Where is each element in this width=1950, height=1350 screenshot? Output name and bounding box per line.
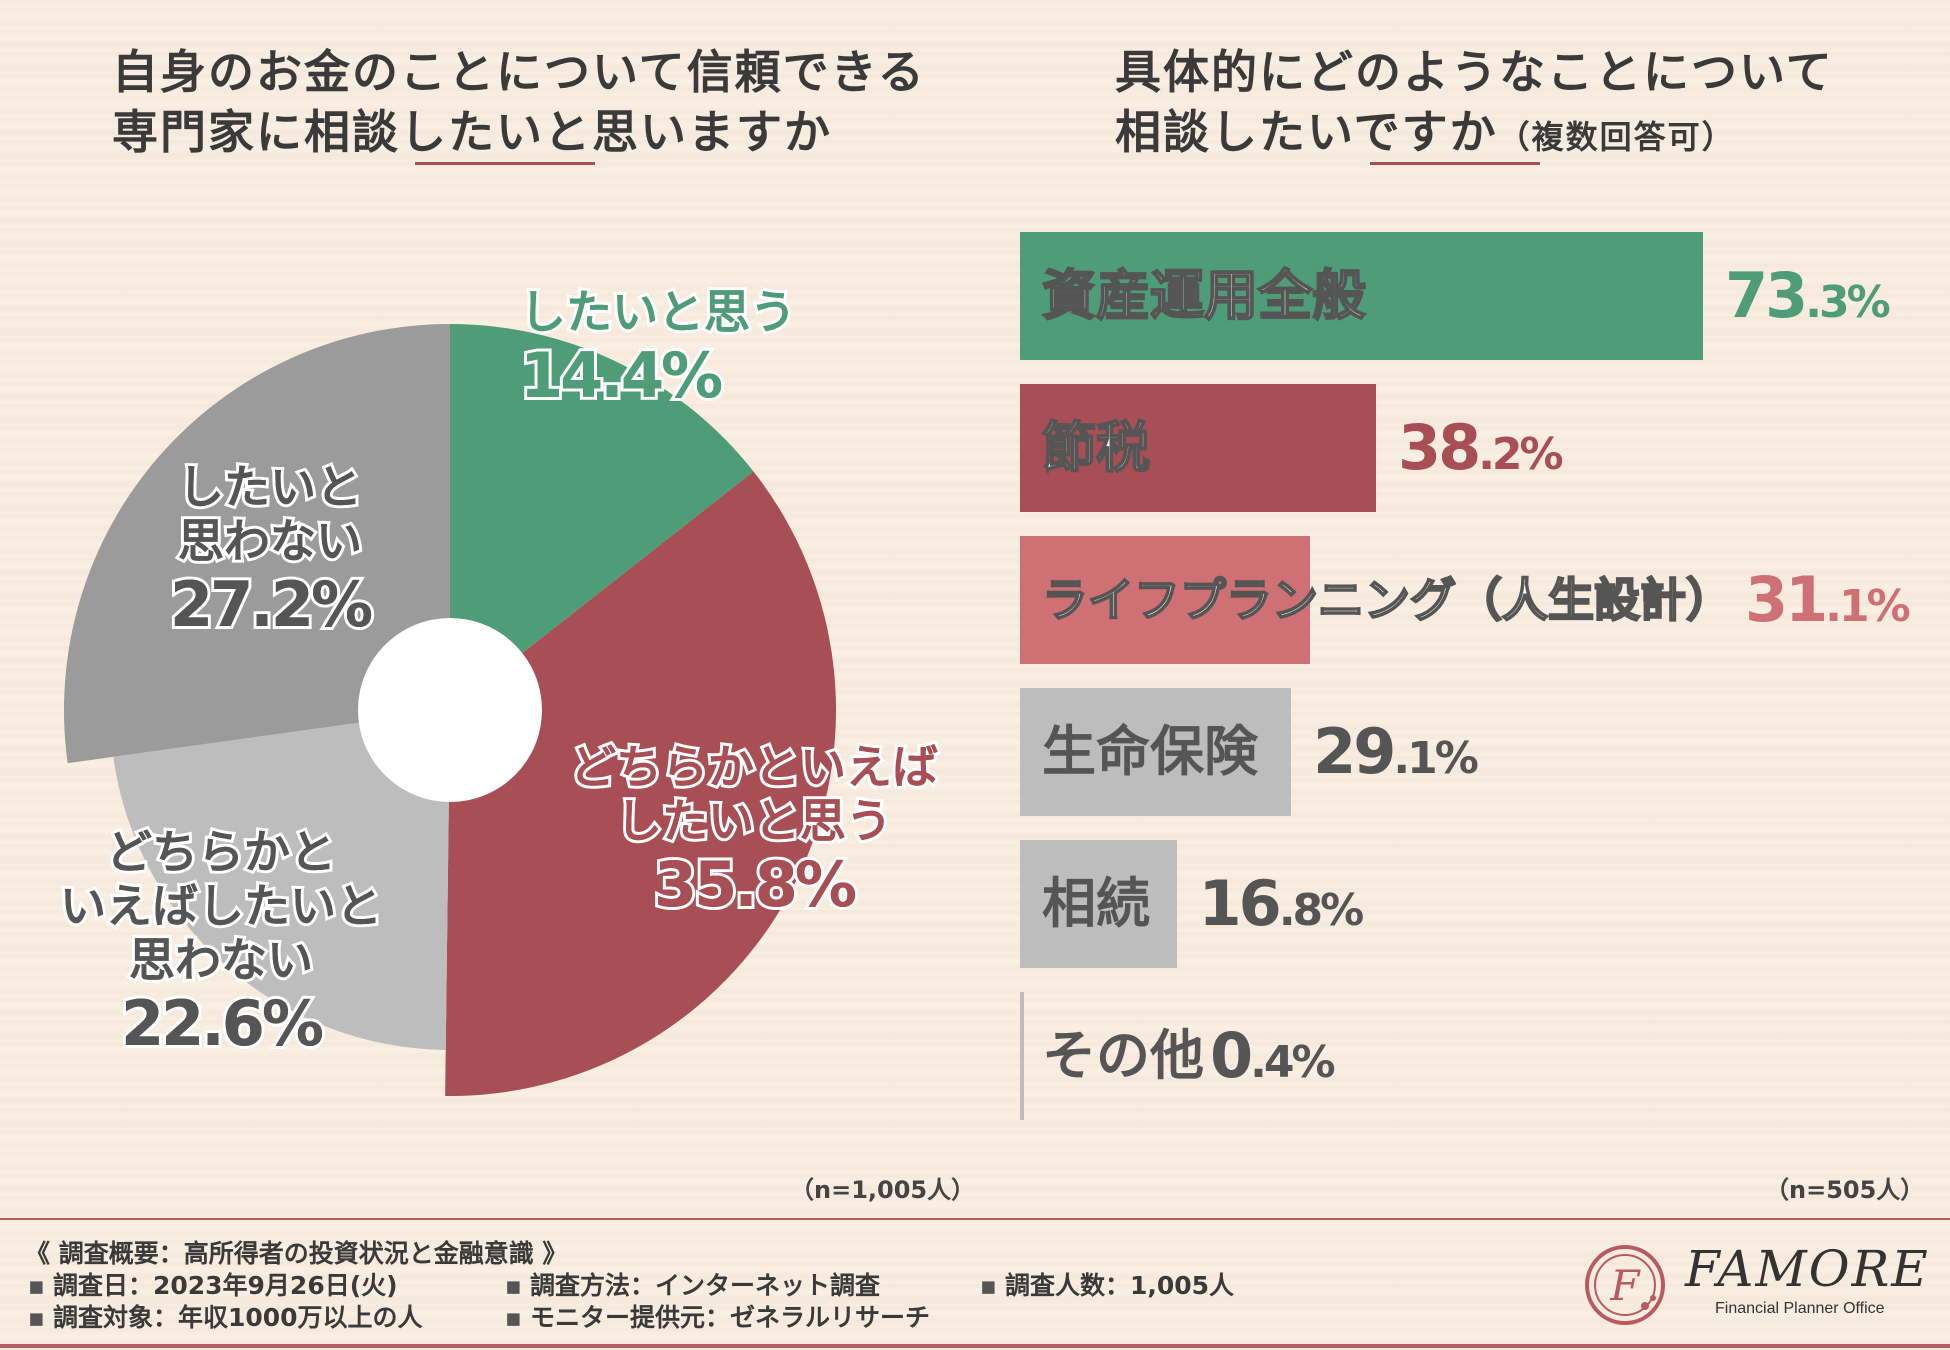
pie-label-text: したいと思う [520,285,796,339]
right-n-label: （n=505人） [1765,1176,1925,1204]
pie-label-value: 22.6% [118,984,327,1063]
left-title-line2: 専門家に相談したいと思いますか [112,105,832,159]
pie-label-value: 35.8% [651,845,860,924]
pie-label-text: したいと思う [616,794,892,848]
logo-flower-icon: F [1585,1245,1665,1325]
famore-logo: F FAMORE Financial Planner Office [1575,1238,1935,1333]
bar-value-label: 0.4% [1210,992,1336,1127]
logo-name: FAMORE [1685,1240,1930,1298]
bar-value-integer: 38 [1397,411,1481,484]
bar-value-decimal: .3% [1805,277,1890,328]
pie-label-text: 35.8% [653,848,857,921]
bar [1020,384,1376,512]
pie-label: したいと思う 14.4% [517,282,799,415]
left-title-line1: 自身のお金のことについて信頼できる [112,45,926,99]
bar-value-label: 73.3% [1725,232,1891,367]
bar [1020,840,1177,968]
right-title-suffix: （複数回答可） [1497,118,1736,156]
left-chart-title: 自身のお金のことについて信頼できる 専門家に相談したいと思いますか [112,42,926,162]
pie-label: どちらかと いえばしたいと 思わない 22.6% [57,822,385,1063]
logo-mark: F [1609,1261,1641,1310]
left-n-label: （n=1,005人） [790,1176,976,1204]
bar-value-label: 31.1% [1745,536,1911,671]
footer-provider: モニター提供元：ゼネラルリサーチ [505,1298,930,1334]
bar-category-label: 相続 [1042,872,1150,935]
footer-heading: 《 調査概要：高所得者の投資状況と金融意識 》 [25,1239,568,1268]
bar-value-label: 29.1% [1313,688,1479,823]
left-title-underline [415,162,595,165]
bar [1020,992,1024,1120]
footer-divider-bottom [0,1344,1950,1348]
pie-label-category: したいと [175,457,365,517]
pie-label-fill: したいと 思わない 27.2% [170,460,373,642]
pie-label-text: 思わない [178,514,363,568]
pie-label-category: どちらかといえば [567,737,941,797]
bar-value-decimal: .4% [1250,1037,1335,1088]
pie-label-fill: したいと思う 14.4% [520,285,796,413]
pie-label-text: 思わない [129,933,313,987]
bar-category-label: ライフプランニング（人生設計） [1041,572,1733,628]
pie-label-text: どちらかといえば [570,740,938,794]
bar-category-label: 生命保険 [1042,720,1258,783]
pie-slice [64,324,450,764]
pie-slice [445,471,836,1096]
pie-label-category: いえばしたいと [57,876,385,936]
pie-slice [450,324,754,710]
footer-divider-top [0,1218,1950,1220]
pie-label: どちらかといえば したいと思う 35.8% [567,737,941,924]
pie-label-category: 思わない [126,930,316,990]
bar-category-label: その他 [1042,1024,1204,1087]
pie-label-text: 22.6% [120,987,324,1060]
pie-label-fill: どちらかと いえばしたいと 思わない 22.6% [60,825,382,1061]
pie-label-fill: どちらかといえば したいと思う 35.8% [570,740,938,922]
pie-label-value: 14.4% [517,336,726,415]
logo-subtitle: Financial Planner Office [1715,1300,1885,1317]
bar-value-decimal: .8% [1278,885,1364,936]
bar-value-decimal: .1% [1825,581,1910,632]
right-title-line2: 相談したいですか [1115,105,1498,159]
right-title-line1: 具体的にどのようなことについて [1115,45,1834,99]
bar [1020,536,1310,664]
bar [1020,688,1292,816]
pie-label-text: どちらかと [106,825,336,879]
bar-value-decimal: .2% [1478,429,1563,480]
footer-date: 調査日：2023年9月26日(火) [28,1266,398,1302]
bar [1020,232,1703,360]
footer-count: 調査人数：1,005人 [980,1266,1234,1302]
bar-value-decimal: .1% [1393,733,1478,784]
bar-value-integer: 31 [1745,563,1828,636]
pie-label-text: したいと [178,460,363,514]
pie-label-category: したいと思う [613,791,895,851]
footer-method: 調査方法：インターネット調査 [505,1266,880,1302]
bar-category-label: 節税 [1041,415,1151,480]
bar-value-integer: 73 [1725,259,1808,332]
pie-label-category: 思わない [175,511,365,571]
pie-slice [113,710,451,1050]
pie-label: したいと 思わない 27.2% [167,457,376,644]
bar-value-label: 38.2% [1397,384,1564,519]
footer-target: 調査対象：年収1000万以上の人 [28,1298,423,1334]
pie-label-category: どちらかと [103,822,339,882]
bar-value-label: 16.8% [1198,840,1365,975]
pie-label-category: したいと思う [517,282,799,342]
pie-label-text: 27.2% [170,568,373,641]
pie-label-text: 14.4% [520,339,723,412]
bar-category-label: 資産運用全般 [1041,263,1367,328]
pie-label-value: 27.2% [167,565,376,644]
bar-value-integer: 16 [1198,867,1282,940]
bar-value-integer: 0 [1210,1019,1253,1092]
right-chart-title: 具体的にどのようなことについて 相談したいですか（複数回答可） [1115,42,1834,167]
pie-label-text: いえばしたいと [60,879,382,933]
pie-center-hole [358,618,542,802]
bar-value-integer: 29 [1313,715,1396,788]
right-title-underline [1370,162,1540,165]
